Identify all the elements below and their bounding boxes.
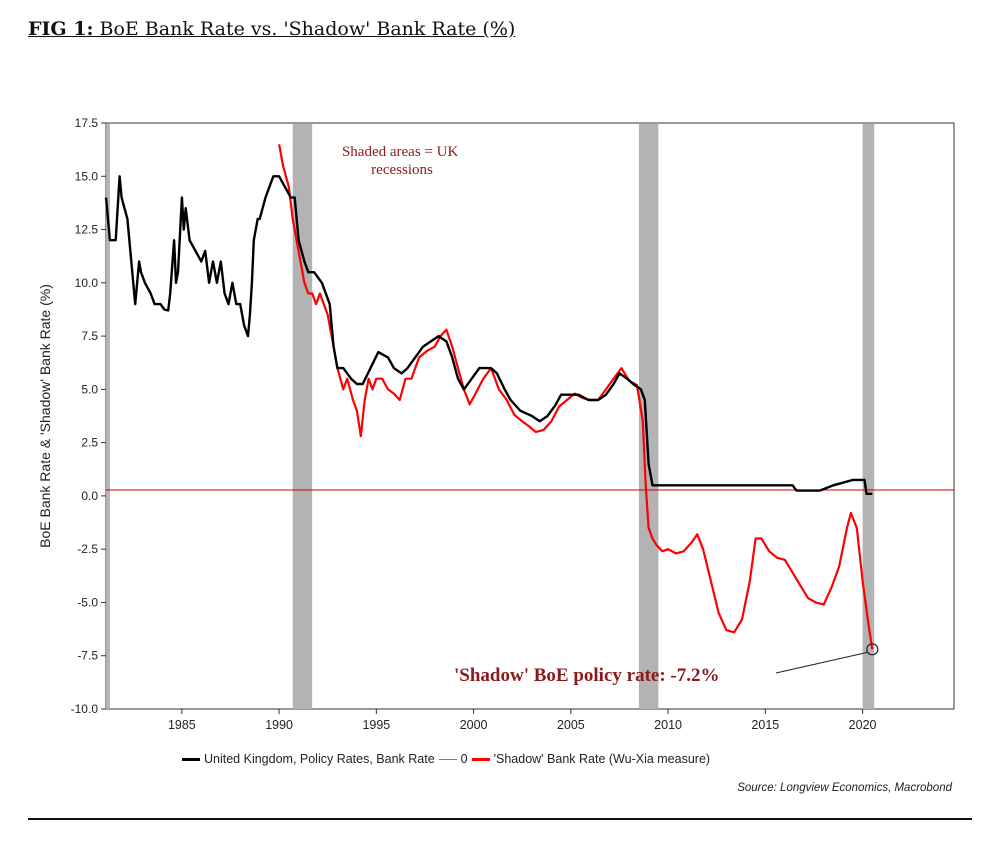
y-tick-label: -10.0 — [71, 702, 99, 716]
source-note: Source: Longview Economics, Macrobond — [737, 782, 952, 794]
x-tick-label: 2020 — [849, 718, 877, 732]
callout-point-marker — [866, 643, 879, 656]
legend-swatch-zero — [438, 758, 457, 760]
legend: United Kingdom, Policy Rates, Bank Rate … — [182, 752, 710, 766]
shaded-annotation-line-1: Shaded areas = UK — [342, 144, 459, 160]
y-tick-label: 15.0 — [75, 169, 99, 183]
y-tick-label: 12.5 — [75, 223, 99, 237]
x-tick-label: 2000 — [460, 718, 488, 732]
x-axis-ticks: 1985 1990 1995 2000 2005 2010 2015 2020 — [168, 709, 877, 732]
figure-title: FIG 1: BoE Bank Rate vs. 'Shadow' Bank R… — [28, 18, 515, 40]
y-tick-label: -7.5 — [77, 649, 98, 663]
shaded-annotation-line-2: recessions — [371, 162, 433, 178]
recession-bands — [106, 124, 875, 709]
figure-number: FIG 1: — [28, 18, 94, 40]
x-tick-label: 2015 — [751, 718, 779, 732]
y-tick-label: 2.5 — [81, 436, 98, 450]
x-tick-label: 2010 — [654, 718, 682, 732]
series-lines — [104, 144, 874, 650]
y-tick-label: 7.5 — [81, 329, 98, 343]
y-tick-label: -5.0 — [77, 595, 98, 609]
x-tick-label: 1985 — [168, 718, 196, 732]
legend-item-shadow-rate: 'Shadow' Bank Rate (Wu-Xia measure) — [471, 752, 711, 766]
y-tick-label: 5.0 — [81, 382, 98, 396]
bottom-rule — [28, 818, 972, 820]
y-tick-label: 10.0 — [75, 276, 99, 290]
y-axis-ticks: 17.5 15.0 12.5 10.0 7.5 5.0 2.5 0.0 -2.5 -5.0 -7.5… — [71, 116, 106, 716]
legend-item-zero: 0 — [438, 752, 468, 766]
legend-label-zero: 0 — [460, 752, 468, 766]
figure-title-text: BoE Bank Rate vs. 'Shadow' Bank Rate (%) — [93, 18, 516, 40]
y-axis-label: BoE Bank Rate & 'Shadow' Bank Rate (%) — [37, 284, 53, 548]
series-line-bank-rate — [104, 175, 873, 495]
shaded-areas-annotation: Shaded areas = UK recessions — [342, 144, 462, 178]
y-tick-label: 17.5 — [75, 116, 99, 130]
shadow-rate-callout: 'Shadow' BoE policy rate: -7.2% — [454, 665, 719, 686]
x-tick-label: 1995 — [362, 718, 390, 732]
legend-swatch-shadow-rate — [471, 757, 490, 761]
x-tick-label: 2005 — [557, 718, 585, 732]
recession-band-2 — [638, 124, 659, 709]
y-tick-label: 0.0 — [81, 489, 98, 503]
recession-band-0 — [106, 124, 110, 709]
y-tick-label: -2.5 — [77, 542, 98, 556]
callout-leader-line — [775, 651, 868, 674]
x-tick-label: 1990 — [265, 718, 293, 732]
legend-label-shadow-rate: 'Shadow' Bank Rate (Wu-Xia measure) — [493, 752, 711, 766]
series-line-shadow-rate — [278, 144, 874, 650]
legend-label-bank-rate: United Kingdom, Policy Rates, Bank Rate — [204, 752, 435, 766]
recession-band-3 — [862, 124, 875, 709]
legend-swatch-bank-rate — [182, 757, 200, 761]
legend-item-bank-rate: United Kingdom, Policy Rates, Bank Rate — [182, 752, 435, 766]
